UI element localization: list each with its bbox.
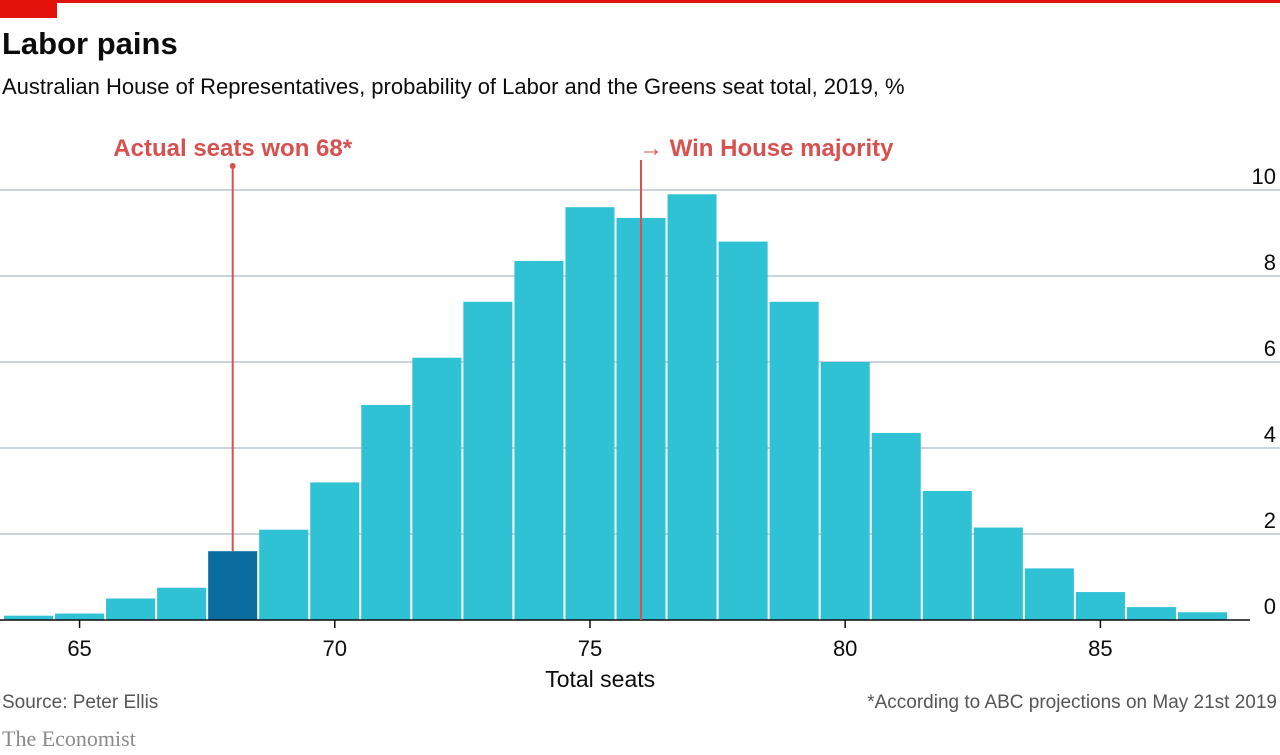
bar-64	[4, 615, 54, 620]
bar-87	[1177, 612, 1227, 620]
bar-81	[871, 432, 921, 620]
bar-67	[157, 587, 207, 620]
bar-66	[106, 598, 156, 620]
actual-seats-annotation: Actual seats won 68*	[113, 135, 352, 162]
bar-69	[259, 529, 309, 620]
actual-seats-marker-dot	[229, 163, 236, 169]
bar-80	[820, 362, 870, 620]
bars	[4, 194, 1227, 621]
bar-77	[667, 194, 717, 621]
x-tick-label: 80	[833, 636, 857, 661]
bar-85	[1075, 592, 1125, 620]
x-axis-title: Total seats	[545, 666, 655, 690]
bar-70	[310, 482, 360, 620]
bar-82	[922, 491, 972, 620]
bar-86	[1126, 607, 1176, 620]
axes: 0 2 4 6 8 10 65 70 75 80 85 Total seats	[0, 164, 1276, 690]
y-tick-label: 4	[1264, 422, 1276, 447]
brand-tag	[0, 0, 57, 18]
bar-68	[208, 551, 258, 620]
x-tick-label: 70	[323, 636, 347, 661]
bar-75	[565, 207, 615, 620]
histogram-chart: 0 2 4 6 8 10 65 70 75 80 85 Total seats Actual seat…	[0, 135, 1280, 690]
bar-74	[514, 260, 564, 620]
annotations: Actual seats won 68* → Win House majority	[113, 135, 894, 620]
majority-annotation: → Win House majority	[639, 135, 894, 162]
x-tick-label: 65	[67, 636, 91, 661]
bar-71	[361, 405, 411, 620]
source-note: Source: Peter Ellis	[2, 692, 159, 713]
bar-65	[55, 613, 105, 620]
y-tick-label: 10	[1252, 164, 1276, 189]
bar-78	[718, 241, 768, 620]
bar-83	[973, 527, 1023, 620]
bar-79	[769, 301, 819, 620]
chart-title: Labor pains	[2, 26, 178, 61]
x-tick-label: 75	[578, 636, 602, 661]
chart-subtitle: Australian House of Representatives, pro…	[2, 74, 905, 99]
y-tick-label: 0	[1264, 594, 1276, 619]
x-tick-label: 85	[1088, 636, 1112, 661]
y-tick-label: 8	[1264, 250, 1276, 275]
publisher-logo: The Economist	[2, 726, 136, 751]
bar-73	[463, 301, 513, 620]
y-tick-label: 2	[1264, 508, 1276, 533]
footnote: *According to ABC projections on May 21s…	[867, 692, 1277, 713]
bar-84	[1024, 568, 1074, 620]
top-rule	[0, 0, 1280, 3]
y-tick-label: 6	[1264, 336, 1276, 361]
bar-72	[412, 357, 462, 620]
